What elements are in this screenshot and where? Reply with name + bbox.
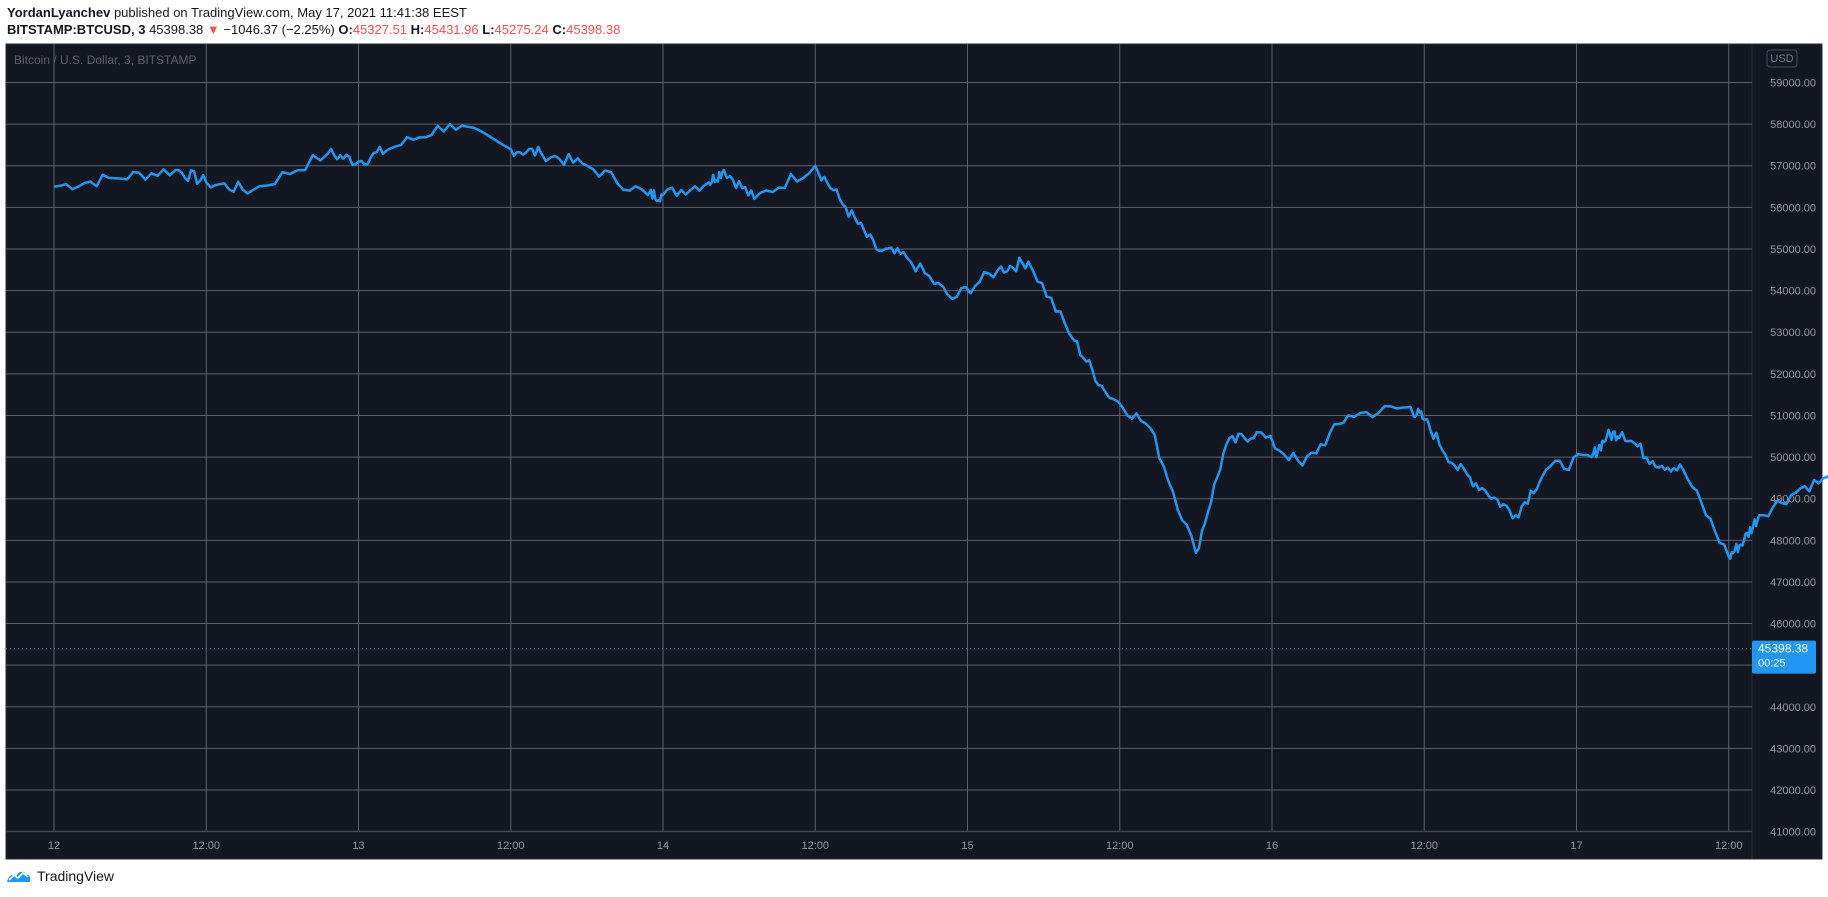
- bar-countdown: 00:25: [1758, 658, 1786, 670]
- x-tick-label: 12:00: [1715, 840, 1743, 852]
- y-tick-label: 44000.00: [1770, 702, 1816, 714]
- x-tick-label: 16: [1266, 840, 1278, 852]
- y-tick-label: 57000.00: [1770, 161, 1816, 173]
- y-tick-label: 43000.00: [1770, 743, 1816, 755]
- y-tick-label: 52000.00: [1770, 369, 1816, 381]
- symbol-label: BITSTAMP:BTCUSD, 3: [7, 22, 146, 37]
- ohlc-line: BITSTAMP:BTCUSD, 3 45398.38 ▼ −1046.37 (…: [7, 22, 620, 37]
- price-change: −1046.37 (−2.25%): [223, 22, 335, 37]
- x-tick-label: 15: [961, 840, 973, 852]
- x-tick-label: 12:00: [497, 840, 525, 852]
- x-tick-label: 12:00: [1410, 840, 1438, 852]
- y-tick-label: 54000.00: [1770, 286, 1816, 298]
- y-tick-label: 56000.00: [1770, 202, 1816, 214]
- price-series-line: [53, 122, 1828, 560]
- y-tick-label: 47000.00: [1770, 577, 1816, 589]
- tradingview-footer[interactable]: TradingView: [6, 868, 114, 884]
- y-tick-label: 46000.00: [1770, 619, 1816, 631]
- low-value: 45275.24: [494, 22, 549, 37]
- x-tick-label: 14: [657, 840, 669, 852]
- x-tick-label: 12:00: [192, 840, 220, 852]
- high-label: H:: [410, 22, 425, 37]
- x-tick-label: 12:00: [801, 840, 829, 852]
- close-value: 45398.38: [566, 22, 621, 37]
- y-tick-label: 41000.00: [1770, 827, 1816, 839]
- y-tick-label: 48000.00: [1770, 535, 1816, 547]
- y-tick-label: 58000.00: [1770, 119, 1816, 131]
- y-tick-label: 50000.00: [1770, 452, 1816, 464]
- down-arrow-icon: ▼: [206, 22, 220, 37]
- x-tick-label: 13: [352, 840, 364, 852]
- y-tick-label: 55000.00: [1770, 244, 1816, 256]
- currency-badge-box[interactable]: [1766, 49, 1798, 68]
- tradingview-logo-icon: [7, 871, 31, 882]
- y-tick-label: 42000.00: [1770, 785, 1816, 797]
- low-label: L:: [482, 22, 495, 37]
- chart-title: Bitcoin / U.S. Dollar, 3, BITSTAMP: [14, 53, 197, 67]
- y-tick-label: 59000.00: [1770, 78, 1816, 90]
- x-tick-label: 12:00: [1106, 840, 1134, 852]
- last-price: 45398.38: [149, 22, 204, 37]
- chart-background: [5, 43, 1753, 860]
- price-axis: [1751, 43, 1823, 860]
- author-name[interactable]: YordanLyanchev: [7, 5, 111, 20]
- last-price-marker: 45398.38 00:25: [1752, 640, 1816, 674]
- y-tick-label: 51000.00: [1770, 410, 1816, 422]
- currency-badge: USD: [1770, 53, 1793, 65]
- last-price-label: 45398.38: [1758, 642, 1808, 656]
- high-value: 45431.96: [424, 22, 479, 37]
- y-tick-label: 53000.00: [1770, 327, 1816, 339]
- publish-line: YordanLyanchev published on TradingView.…: [7, 5, 467, 20]
- x-tick-label: 17: [1570, 840, 1582, 852]
- open-label: O:: [338, 22, 353, 37]
- published-text: published on TradingView.com, May 17, 20…: [113, 5, 467, 20]
- close-label: C:: [552, 22, 567, 37]
- grid: [6, 44, 1752, 833]
- open-value: 45327.51: [352, 22, 408, 37]
- x-tick-label: 12: [48, 840, 60, 852]
- time-scale: 12 12:00 13 12:00 14 12:00 15 12:00 16 12:00 17 12:…: [48, 840, 1743, 852]
- tradingview-brand: TradingView: [37, 868, 115, 884]
